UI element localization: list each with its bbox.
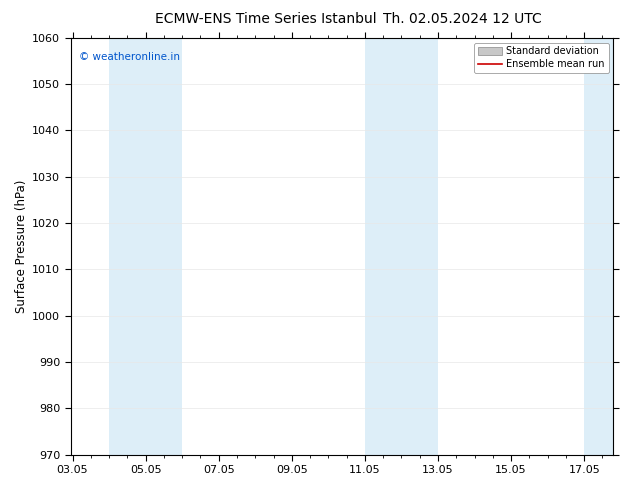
Text: Th. 02.05.2024 12 UTC: Th. 02.05.2024 12 UTC (384, 12, 542, 26)
Bar (109, 38, 182, 455)
Legend: Standard deviation, Ensemble mean run: Standard deviation, Ensemble mean run (474, 43, 609, 74)
Bar (365, 38, 438, 455)
Bar (584, 38, 614, 455)
Y-axis label: Surface Pressure (hPa): Surface Pressure (hPa) (15, 179, 28, 313)
Text: ECMW-ENS Time Series Istanbul: ECMW-ENS Time Series Istanbul (155, 12, 377, 26)
Text: © weatheronline.in: © weatheronline.in (79, 52, 180, 62)
